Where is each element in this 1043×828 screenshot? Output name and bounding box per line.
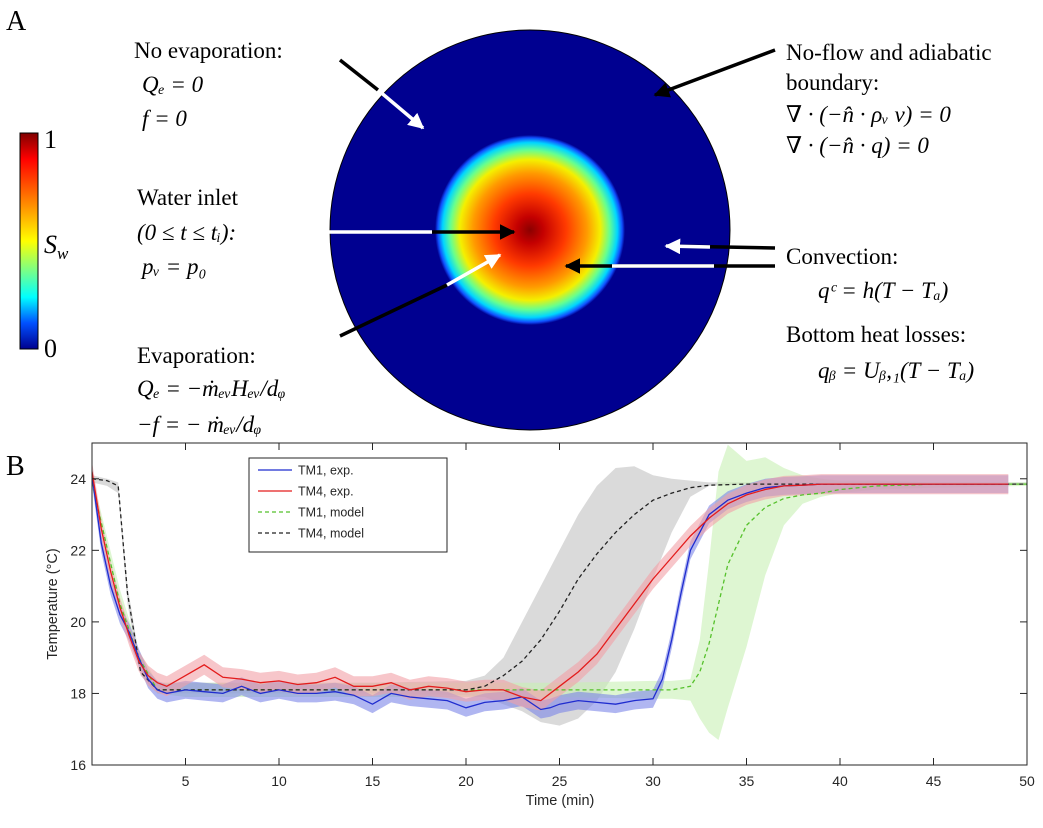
inlet-condition: (0 ≤ t ≤ tᵢ):: [137, 220, 236, 245]
no-evap-eq2: f = 0: [142, 106, 187, 131]
annotation-convection: Convection: qᶜ = h(T − Tₐ): [786, 244, 948, 303]
uncertainty-bands: [92, 444, 1027, 740]
boundary-title-1: No-flow and adiabatic: [786, 40, 992, 65]
panel-a-label: A: [6, 6, 27, 37]
annotation-water-inlet: Water inlet (0 ≤ t ≤ tᵢ): pᵥ = p₀: [137, 185, 239, 279]
y-tick-label: 18: [70, 685, 86, 701]
arrow-no-evap-inside: [376, 88, 425, 130]
legend-label-tm1-model: TM1, model: [298, 506, 364, 520]
line-tm4-model: [92, 478, 1027, 691]
legend-box: [248, 457, 448, 553]
y-tick-label: 24: [70, 471, 86, 487]
x-tick-label: 50: [1019, 773, 1035, 789]
x-tick-label: 10: [271, 773, 287, 789]
series-lines: [92, 471, 1027, 711]
annotation-boundary: No-flow and adiabatic boundary: ∇ · (−n̂…: [786, 40, 992, 158]
arrow-no-evap-outside: [338, 58, 380, 92]
band-tm4-exp: [92, 461, 1009, 711]
convection-eq: qᶜ = h(T − Tₐ): [818, 278, 948, 303]
annotation-arrows: [310, 48, 776, 338]
legend-label-tm4-exp: TM4, exp.: [298, 485, 354, 499]
x-tick-label: 25: [552, 773, 568, 789]
line-tm4-exp: [92, 471, 1009, 702]
colorbar-variable-label: Sw: [44, 230, 69, 263]
arrow-convection-inside-1: [664, 238, 711, 255]
evap-eq1: Qₑ = −ṁₑᵥHₑᵥ/dᵩ: [137, 376, 285, 401]
bottom-title: Bottom heat losses:: [786, 322, 966, 347]
band-tm4-model: [92, 466, 1027, 726]
legend-label-tm1-exp: TM1, exp.: [298, 464, 354, 478]
x-tick-label: 30: [645, 773, 661, 789]
x-tick-label: 35: [739, 773, 755, 789]
bottom-eq: qᵦ = Uᵦ,₁(T − Tₐ): [818, 358, 974, 383]
y-axis-label: Temperature (°C): [45, 548, 61, 659]
legend-label-tm4-model: TM4, model: [298, 527, 364, 541]
x-tick-label: 20: [458, 773, 474, 789]
inlet-eq: pᵥ = p₀: [140, 254, 206, 279]
panel-a: A 1 0 Sw No evaporation:: [6, 6, 992, 437]
y-tick-label: 20: [70, 614, 86, 630]
y-tick-label: 16: [70, 757, 86, 773]
evap-title: Evaporation:: [137, 343, 256, 368]
colorbar: 1 0 Sw: [19, 125, 69, 363]
colorbar-ramp: [19, 132, 39, 350]
arrow-evap-inside: [446, 253, 502, 287]
annotation-bottom-losses: Bottom heat losses: qᵦ = Uᵦ,₁(T − Tₐ): [786, 322, 974, 383]
annotation-evaporation: Evaporation: Qₑ = −ṁₑᵥHₑᵥ/dᵩ −f = − ṁₑᵥ/…: [137, 343, 285, 437]
boundary-eq1: ∇ · (−n̂ · ρᵥ v) = 0: [786, 102, 951, 127]
x-tick-label: 45: [926, 773, 942, 789]
x-tick-label: 15: [365, 773, 381, 789]
inlet-title: Water inlet: [137, 185, 239, 210]
axis-ticks: 5 10 15 20 25 30 35 40 45 50 16 18 20 22 24: [70, 443, 1035, 789]
evap-eq2: −f = − ṁₑᵥ/dᵩ: [137, 412, 261, 437]
boundary-title-2: boundary:: [786, 70, 879, 95]
x-tick-label: 40: [832, 773, 848, 789]
saturation-plume: [435, 135, 625, 325]
no-evap-title: No evaporation:: [134, 38, 283, 63]
arrow-evap-outside: [339, 283, 448, 338]
arrow-boundary: [653, 48, 776, 98]
annotation-no-evaporation: No evaporation: Qₑ = 0 f = 0: [134, 38, 283, 131]
line-tm1-exp: [92, 475, 1009, 711]
panel-b: B 5 10 15 20 25 30 35 40 45 50 16 18 20 22 24 Time (mi…: [6, 442, 1035, 809]
colorbar-min-label: 0: [44, 334, 57, 363]
colorbar-max-label: 1: [44, 125, 57, 154]
boundary-eq2: ∇ · (−n̂ · q) = 0: [786, 133, 929, 158]
convection-title: Convection:: [786, 244, 898, 269]
no-evap-eq1: Qₑ = 0: [142, 72, 204, 97]
y-tick-label: 22: [70, 542, 86, 558]
legend: TM1, exp. TM4, exp. TM1, model TM4, model: [248, 457, 448, 553]
panel-b-label: B: [6, 451, 25, 482]
x-tick-label: 5: [182, 773, 190, 789]
x-axis-label: Time (min): [526, 793, 595, 809]
